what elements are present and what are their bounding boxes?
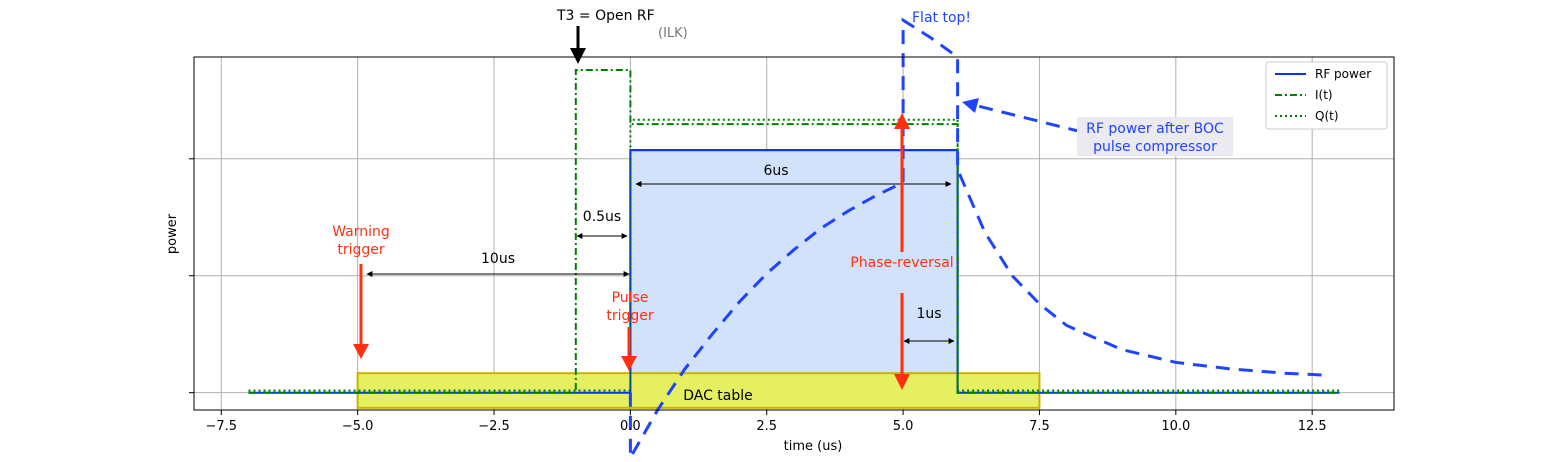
legend-label-rf-power: RF power	[1315, 67, 1371, 81]
legend-box	[1265, 61, 1388, 130]
span-05us-label: 0.5us	[583, 209, 621, 225]
y-axis-ticks	[189, 158, 194, 394]
x-tick-label: 0.0	[620, 419, 641, 434]
x-tick-label: 12.5	[1298, 419, 1327, 434]
span-1us-label: 1us	[916, 306, 941, 322]
x-axis-ticks: −7.5 −5.0 −2.5 0.0 2.5 5.0 7.5 10.0 12.5	[205, 410, 1327, 434]
legend-label-q: Q(t)	[1315, 109, 1339, 123]
pulse-trigger-label-2: trigger	[606, 308, 654, 324]
t3-label: T3 = Open RF	[556, 8, 655, 24]
warning-trigger-label-1: Warning	[332, 224, 390, 240]
boc-pointer-arrow	[962, 98, 1083, 134]
dac-table-label: DAC table	[683, 388, 753, 404]
ilk-label: (ILK)	[658, 26, 688, 41]
warning-trigger-arrow	[353, 264, 369, 359]
pulse-region	[629, 149, 959, 394]
series-boc-line	[628, 17, 1329, 462]
phase-reversal-label: Phase-reversal	[850, 255, 953, 271]
x-tick-label: −2.5	[478, 419, 510, 434]
legend: RF power I(t) Q(t)	[1265, 61, 1388, 130]
boc-label-line2: pulse compressor	[1093, 139, 1217, 155]
span-6us-label: 6us	[763, 163, 788, 179]
x-tick-label: −5.0	[342, 419, 374, 434]
warning-trigger-label-2: trigger	[337, 242, 385, 258]
phase-reversal-down-arrow	[894, 293, 910, 390]
legend-label-i: I(t)	[1315, 88, 1333, 102]
dac-table-region	[356, 372, 1041, 409]
boc-label-line1: RF power after BOC	[1086, 121, 1224, 137]
x-tick-label: −7.5	[205, 419, 237, 434]
phase-reversal-up-arrow	[894, 113, 910, 252]
series-i-line	[248, 69, 1340, 394]
x-axis-title: time (us)	[784, 439, 843, 454]
plot-frame	[193, 56, 1395, 411]
flat-top-label: Flat top!	[912, 10, 971, 26]
t3-arrow	[570, 26, 586, 64]
boc-label-box	[1077, 117, 1233, 156]
y-axis-title: power	[165, 213, 180, 254]
pulse-trigger-label-1: Pulse	[612, 290, 649, 306]
x-tick-label: 2.5	[756, 419, 777, 434]
x-tick-label: 7.5	[1029, 419, 1050, 434]
x-tick-label: 10.0	[1161, 419, 1190, 434]
pulse-trigger-arrow	[621, 327, 637, 371]
x-tick-label: 5.0	[893, 419, 914, 434]
series-q-line	[248, 118, 1340, 392]
span-10us-label: 10us	[481, 251, 515, 267]
